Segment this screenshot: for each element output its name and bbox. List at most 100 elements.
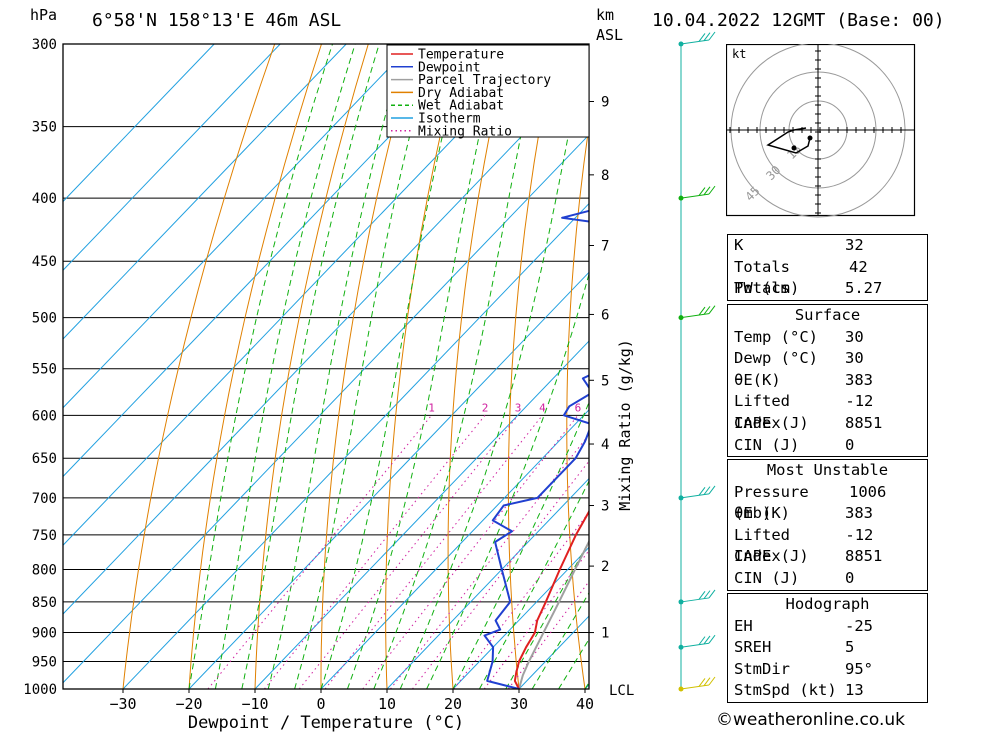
legend-entry: Temperature: [418, 48, 504, 63]
row-label: CIN (J): [734, 568, 800, 587]
dry-adiabat-line: [385, 44, 463, 689]
wind-barb-feather: [708, 185, 716, 195]
row-value: -12: [845, 392, 874, 411]
isotherm-line: [386, 477, 589, 689]
table-row: StmSpd (kt) 13: [728, 680, 927, 702]
section-title: Hodograph: [785, 595, 870, 613]
pressure-tick-label: 550: [32, 362, 57, 378]
row-label: Lifted Index: [734, 392, 790, 432]
plot-frame: [62, 43, 590, 690]
asl-unit-label: ASL: [596, 26, 624, 44]
dry-adiabat-line: [976, 44, 1000, 689]
wet-adiabat-line: [452, 401, 589, 689]
wind-barb-feather: [698, 636, 706, 645]
pressure-tick-label: 350: [32, 120, 57, 136]
mixing-ratio-label: 3: [515, 401, 522, 414]
parcel-trajectory-line: [518, 539, 589, 689]
dry-adiabat-line: [507, 44, 556, 689]
wind-barb-feather: [698, 591, 706, 600]
row-label: PW (cm): [734, 279, 800, 298]
mixing-ratio-axis-label: Mixing Ratio (g/kg): [616, 339, 634, 511]
row-value: 5: [845, 638, 855, 657]
km-tick-label: 2: [601, 559, 609, 575]
wind-barb-feather: [703, 32, 711, 42]
row-value: 30: [845, 327, 864, 346]
pressure-tick-label: 700: [32, 491, 57, 507]
table-row: Pressure (mb) 1006: [728, 482, 927, 523]
hodograph-point: [791, 145, 797, 151]
row-value: 30: [845, 349, 864, 368]
table-row: CAPE (J) 8851: [728, 413, 927, 435]
copyright-footer[interactable]: ©weatheronline.co.uk: [716, 710, 906, 730]
row-label: Pressure (mb): [734, 482, 809, 523]
table-row: Lifted Index -12: [728, 391, 927, 432]
isotherm-line: [63, 65, 589, 615]
mixing-ratio-line: [362, 414, 579, 689]
dry-adiabat-line: [188, 44, 322, 689]
wind-barb-feather: [708, 634, 716, 644]
wind-barb-feather: [708, 305, 716, 314]
row-label: Totals Totals: [734, 257, 790, 298]
wind-barb-feather: [698, 306, 706, 316]
dry-adiabat-line: [566, 122, 589, 689]
mixing-ratio-label: 6: [575, 401, 582, 414]
wind-barb-feather: [703, 677, 711, 687]
wet-adiabat-line: [188, 44, 333, 689]
isotherm-line: [63, 44, 347, 340]
dry-adiabat-line: [254, 44, 369, 689]
x-tick-label: 0: [316, 695, 325, 713]
row-label: StmSpd (kt): [734, 681, 837, 700]
row-value: 8851: [845, 413, 883, 432]
row-label: θE (K): [734, 504, 790, 523]
pressure-tick-label: 400: [32, 191, 57, 207]
x-tick-label: 40: [576, 695, 594, 713]
wind-barb-shaft: [680, 193, 710, 199]
table-row: θE (K) 383: [728, 503, 927, 525]
pressure-tick-label: 450: [32, 254, 57, 270]
wet-adiabat-line: [478, 480, 589, 689]
dry-adiabat-line: [678, 44, 717, 689]
row-label: Dewp (°C): [734, 349, 818, 368]
isotherm-line: [63, 44, 215, 203]
legend-entry: Wet Adiabat: [418, 99, 504, 114]
km-tick-label: 7: [601, 239, 609, 255]
row-label: CAPE (J): [734, 413, 809, 432]
dry-adiabat-line: [122, 44, 276, 689]
mixing-ratio-line: [207, 414, 432, 689]
legend-entry: Parcel Trajectory: [418, 73, 551, 88]
wet-adiabat-line: [346, 44, 501, 689]
wet-adiabat-line: [320, 44, 466, 689]
km-tick-label: 9: [601, 95, 609, 111]
x-tick-label: −20: [175, 695, 202, 713]
row-value: 1006: [848, 482, 887, 501]
wind-barb-feather: [698, 33, 706, 42]
row-value: 8851: [845, 547, 883, 566]
legend-entry: Mixing Ratio: [418, 124, 512, 139]
isotherm-line: [122, 202, 589, 689]
wind-barb-feather: [708, 676, 716, 686]
table-row: StmDir 95°: [728, 659, 927, 681]
wind-barb-feather: [703, 486, 711, 495]
dewpoint-profile-line: [483, 65, 589, 689]
wet-adiabat-line: [241, 44, 380, 689]
isotherm-line: [452, 546, 589, 689]
wet-adiabat-line: [214, 44, 356, 689]
row-value: 42: [848, 257, 868, 276]
km-unit-label: km: [596, 6, 615, 24]
dry-adiabat-line: [320, 44, 416, 689]
wind-profile: [678, 31, 716, 692]
wind-barb-feather: [703, 590, 711, 599]
mixing-ratio-label: 2: [482, 401, 489, 414]
row-value: -25: [845, 616, 873, 635]
pressure-tick-label: 300: [32, 37, 57, 53]
table-row: Totals Totals 42: [728, 257, 927, 298]
wind-barb-shaft: [680, 684, 710, 690]
row-label: CAPE (J): [734, 547, 809, 566]
km-tick-label: 8: [601, 168, 609, 184]
wind-barb-feather: [708, 485, 716, 495]
row-value: 95°: [845, 659, 873, 678]
most-unstable-table: Most Unstable Pressure (mb) 1006 θE (K) 383 L…: [727, 459, 928, 591]
legend-entry: Dry Adiabat: [418, 86, 504, 101]
wind-barb-shaft: [680, 493, 710, 499]
